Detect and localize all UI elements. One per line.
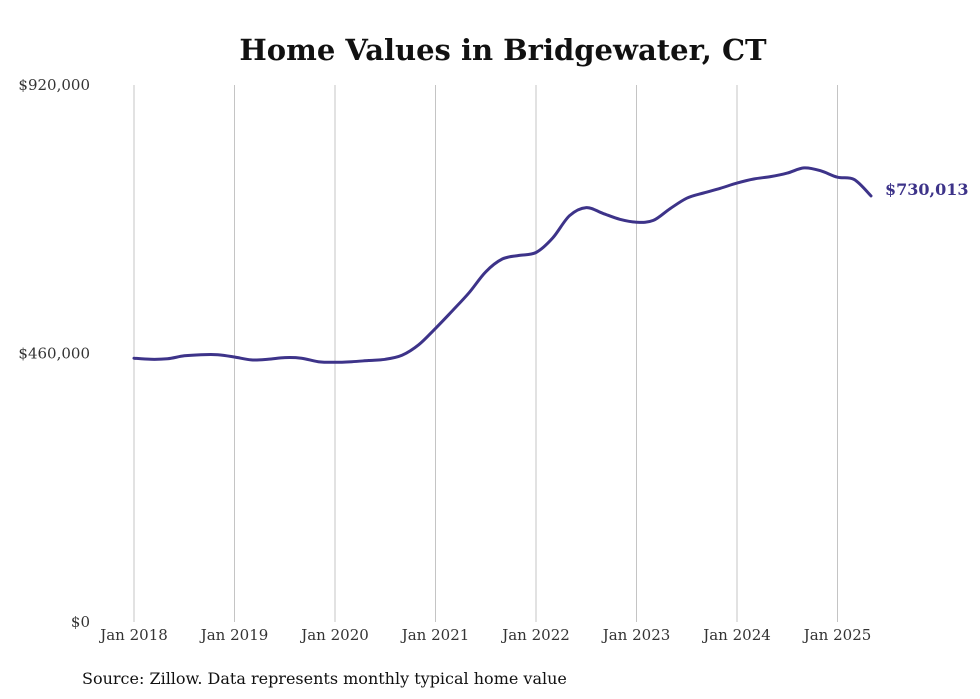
y-tick-label: $460,000 — [18, 345, 90, 363]
x-tick-label: Jan 2024 — [701, 626, 771, 644]
x-tick-label: Jan 2022 — [500, 626, 570, 644]
end-value-label: $730,013 — [885, 180, 969, 199]
source-note: Source: Zillow. Data represents monthly … — [82, 669, 567, 688]
x-axis-ticks: Jan 2018 Jan 2019 Jan 2020 Jan 2021 Jan 2022… — [98, 626, 871, 644]
x-tick-label: Jan 2019 — [199, 626, 269, 644]
x-tick-label: Jan 2018 — [98, 626, 168, 644]
y-axis-ticks: $0 $460,000 $920,000 — [18, 76, 90, 631]
x-tick-label: Jan 2023 — [601, 626, 671, 644]
chart-title: Home Values in Bridgewater, CT — [239, 33, 767, 67]
gridlines — [133, 85, 838, 622]
x-tick-label: Jan 2020 — [299, 626, 369, 644]
y-tick-label: $920,000 — [18, 76, 90, 94]
x-tick-label: Jan 2021 — [400, 626, 470, 644]
series-line — [132, 166, 873, 364]
y-tick-label: $0 — [71, 613, 90, 631]
x-tick-label: Jan 2025 — [802, 626, 872, 644]
